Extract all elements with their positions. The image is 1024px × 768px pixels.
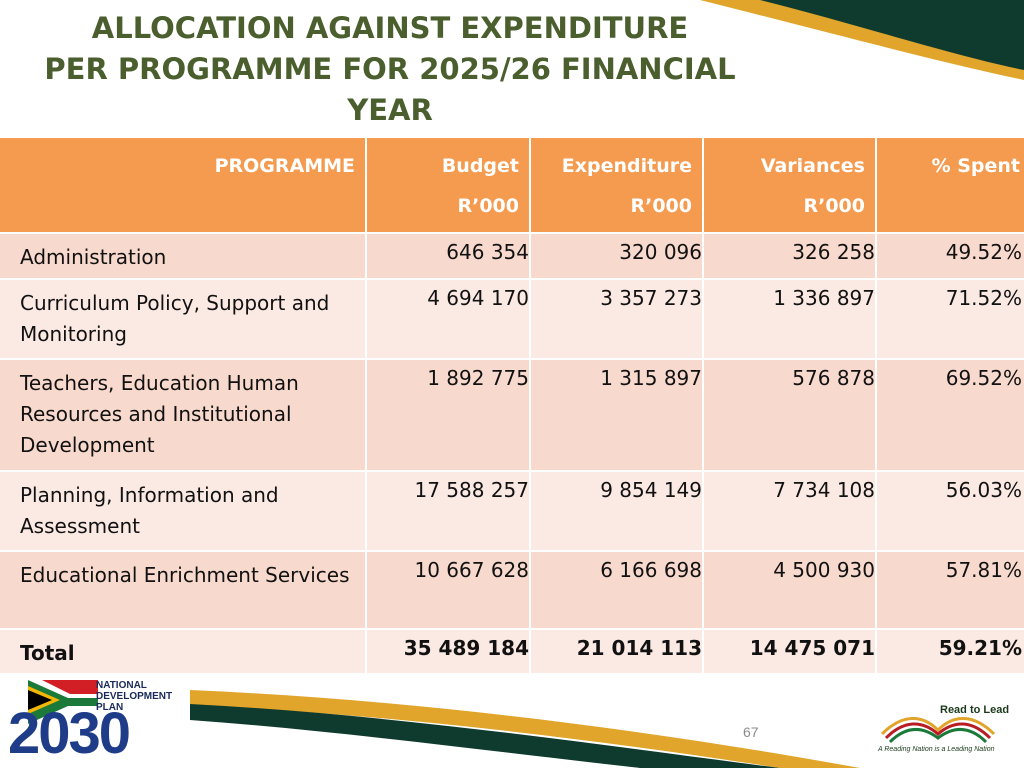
- table-row: Curriculum Policy, Support and Monitorin…: [0, 278, 1024, 359]
- expenditure-cell: 3 357 273: [530, 278, 704, 359]
- table-header-row: PROGRAMME Budget R’000 Expenditure R’000 V…: [0, 138, 1024, 233]
- total-expenditure: 21 014 113: [530, 628, 704, 673]
- variance-cell: 4 500 930: [703, 550, 877, 629]
- footer-decoration: [190, 690, 860, 768]
- book-icon: [880, 717, 996, 744]
- header-programme: PROGRAMME: [0, 138, 367, 233]
- spent-cell: 49.52%: [876, 232, 1024, 279]
- programme-cell: Educational Enrichment Services: [0, 550, 367, 629]
- budget-cell: 1 892 775: [366, 358, 531, 471]
- read-to-lead-tagline: A Reading Nation is a Leading Nation: [878, 746, 995, 753]
- spent-cell: 57.81%: [876, 550, 1024, 629]
- variance-cell: 326 258: [703, 232, 877, 279]
- variance-cell: 1 336 897: [703, 278, 877, 359]
- header-expenditure: Expenditure R’000: [530, 138, 704, 233]
- budget-cell: 10 667 628: [366, 550, 531, 629]
- table-row: Planning, Information and Assessment 17 …: [0, 470, 1024, 551]
- budget-cell: 646 354: [366, 232, 531, 279]
- read-to-lead-title: Read to Lead: [940, 704, 1010, 716]
- expenditure-cell: 6 166 698: [530, 550, 704, 629]
- total-spent: 59.21%: [876, 628, 1024, 673]
- expenditure-cell: 320 096: [530, 232, 704, 279]
- budget-cell: 4 694 170: [366, 278, 531, 359]
- programme-cell: Administration: [0, 232, 367, 279]
- total-row: Total 35 489 184 21 014 113 14 475 071 5…: [0, 628, 1024, 673]
- programme-cell: Teachers, Education Human Resources and …: [0, 358, 367, 471]
- programme-cell: Curriculum Policy, Support and Monitorin…: [0, 278, 367, 359]
- table-row: Administration 646 354 320 096 326 258 4…: [0, 232, 1024, 279]
- table-row: Teachers, Education Human Resources and …: [0, 358, 1024, 471]
- header-spent: % Spent: [876, 138, 1024, 233]
- allocation-table: PROGRAMME Budget R’000 Expenditure R’000 V…: [0, 138, 1024, 673]
- expenditure-cell: 9 854 149: [530, 470, 704, 551]
- total-variance: 14 475 071: [703, 628, 877, 673]
- variance-cell: 7 734 108: [703, 470, 877, 551]
- page-title: ALLOCATION AGAINST EXPENDITURE PER PROGR…: [44, 11, 736, 127]
- ndp-logo-text: NATIONAL DEVELOPMENT PLAN: [96, 680, 173, 713]
- ndp-flag-icon: [28, 680, 98, 724]
- variance-cell: 576 878: [703, 358, 877, 471]
- header-variances: Variances R’000: [703, 138, 877, 233]
- total-label: Total: [0, 628, 367, 673]
- total-budget: 35 489 184: [366, 628, 531, 673]
- spent-cell: 71.52%: [876, 278, 1024, 359]
- table-row: Educational Enrichment Services 10 667 6…: [0, 550, 1024, 629]
- programme-cell: Planning, Information and Assessment: [0, 470, 367, 551]
- corner-decoration: [700, 0, 1024, 80]
- page-number: 67: [743, 724, 759, 740]
- spent-cell: 56.03%: [876, 470, 1024, 551]
- header-budget: Budget R’000: [366, 138, 531, 233]
- expenditure-cell: 1 315 897: [530, 358, 704, 471]
- ndp-logo-year: 2030: [8, 701, 131, 766]
- budget-cell: 17 588 257: [366, 470, 531, 551]
- spent-cell: 69.52%: [876, 358, 1024, 471]
